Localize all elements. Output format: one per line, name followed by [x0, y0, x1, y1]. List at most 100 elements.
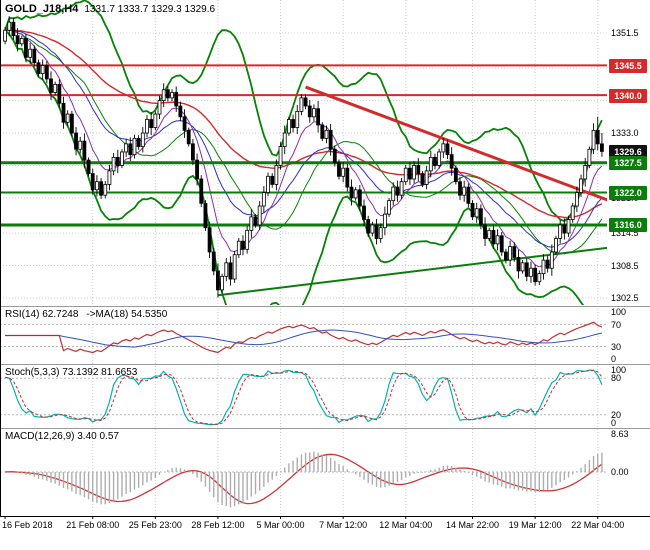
candle-body — [53, 83, 58, 93]
candle-body — [337, 162, 341, 177]
candle-body — [320, 124, 325, 139]
candle-body — [211, 251, 216, 272]
candle-body — [470, 202, 475, 218]
candle-body — [408, 167, 412, 180]
candle-body — [341, 167, 346, 177]
candle-body — [549, 251, 554, 269]
candle-body — [583, 165, 588, 180]
candle-body — [353, 189, 358, 199]
candle-body — [291, 119, 295, 129]
candle-body — [178, 105, 183, 118]
candle-body — [378, 227, 383, 239]
macd-histogram — [8, 451, 603, 508]
candle-body — [236, 240, 241, 256]
candle-body — [595, 129, 600, 145]
candle-body — [266, 175, 270, 193]
ma-fast-line — [4, 27, 603, 268]
candle-body — [537, 273, 542, 283]
candle-body — [186, 129, 191, 145]
candle-body — [128, 143, 133, 156]
candle-body — [487, 229, 492, 239]
candle-body — [332, 148, 337, 164]
candle-body — [382, 213, 387, 229]
candle-body — [458, 181, 462, 196]
candle-body — [512, 246, 517, 258]
candle-body — [554, 238, 558, 253]
ma-slow-line — [5, 29, 603, 219]
candle-body — [579, 178, 583, 193]
candle-body — [504, 251, 508, 261]
candle-body — [566, 219, 571, 234]
candle-body — [44, 65, 49, 80]
candle-body — [270, 175, 275, 185]
candle-body — [453, 167, 458, 183]
candle-body — [449, 154, 454, 169]
candle-body — [132, 138, 137, 156]
candle-body — [28, 48, 33, 58]
candle-body — [140, 132, 145, 147]
candle-body — [345, 167, 350, 188]
candle-body — [516, 257, 521, 272]
stoch-d-line — [5, 370, 603, 425]
candle-body — [99, 181, 103, 196]
candle-body — [562, 224, 567, 234]
candle-body — [57, 83, 62, 104]
candle-body — [120, 151, 124, 166]
bollinger-lower-line — [4, 29, 585, 305]
candle-body — [491, 229, 496, 245]
candle-body — [399, 181, 404, 196]
bollinger-middle-line — [4, 25, 603, 255]
stoch-k-line — [4, 369, 603, 426]
candle-body — [312, 108, 316, 118]
candle-body — [153, 113, 158, 129]
candle-body — [199, 178, 204, 204]
candle-body — [416, 165, 421, 174]
candle-body — [445, 143, 450, 156]
candle-body — [111, 156, 116, 172]
candle-body — [387, 200, 391, 215]
candle-body — [103, 184, 108, 196]
candle-body — [524, 262, 529, 277]
candle-body — [328, 129, 333, 150]
candle-body — [165, 89, 170, 99]
candle-body — [149, 119, 154, 129]
candle-body — [170, 92, 174, 99]
candle-body — [295, 111, 300, 129]
candle-body — [249, 216, 254, 231]
candle-body — [299, 97, 304, 112]
candle-body — [374, 224, 379, 239]
trend-line[interactable] — [305, 85, 640, 212]
stoch-indicator-label: Stoch(5,3,3) 73.1392 81.6653 — [5, 367, 145, 378]
symbol-label: GOLD_J18,H4 — [5, 3, 79, 15]
candle-body — [349, 186, 354, 199]
candle-body — [245, 229, 250, 250]
candle-body — [466, 186, 471, 204]
candle-body — [220, 275, 225, 291]
candle-body — [307, 105, 312, 118]
macd-indicator-label: MACD(12,26,9) 3.40 0.57 — [5, 431, 127, 442]
stoch-value-label: Stoch(5,3,3) 73.1392 81.6653 — [5, 367, 138, 378]
candle-body — [195, 159, 199, 180]
candle-body — [357, 189, 362, 207]
candle-body — [600, 143, 604, 152]
rsi-ma-line — [5, 329, 603, 348]
candle-body — [40, 65, 45, 74]
rsi-value-label: RSI(14) 62.7248 — [5, 309, 79, 320]
candle-body — [303, 97, 308, 107]
candle-body — [49, 78, 53, 93]
candle-body — [203, 202, 208, 229]
candle-body — [282, 132, 287, 147]
trend-line[interactable] — [217, 244, 640, 297]
candle-body — [574, 192, 579, 207]
pane-borders — [0, 0, 650, 519]
candlesticks — [3, 16, 604, 298]
candle-body — [90, 173, 95, 191]
candle-body — [278, 146, 283, 166]
candle-body — [253, 216, 258, 226]
candle-body — [241, 240, 245, 250]
gridlines — [0, 0, 607, 516]
candle-body — [403, 167, 408, 183]
candle-body — [316, 108, 321, 126]
